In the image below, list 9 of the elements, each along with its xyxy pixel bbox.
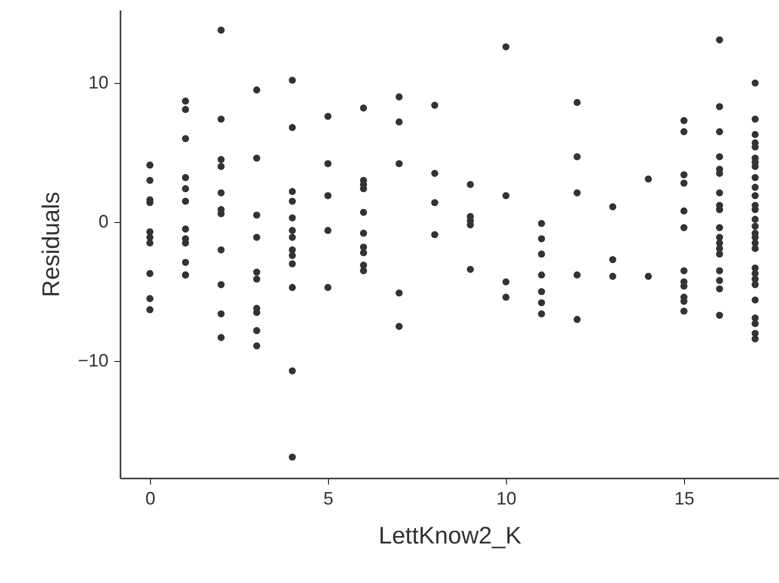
y-tick-label: 10 [88,72,108,93]
x-tick-label: 0 [145,488,156,508]
y-tick-label: 0 [98,212,108,232]
x-tick-label: 10 [496,488,516,508]
y-axis-title: Residuals [38,192,65,298]
x-axis-title: LettKnow2_K [378,522,522,550]
x-tick-label: 5 [323,488,334,508]
y-tick-label: −10 [78,350,108,371]
x-tick-label: 15 [674,488,694,508]
